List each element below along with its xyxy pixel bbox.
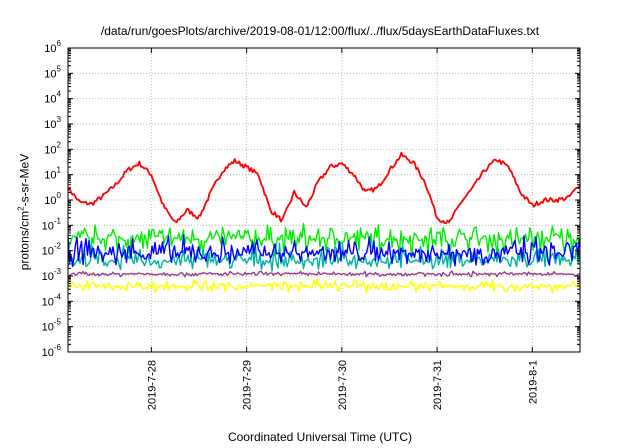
axis-ticks: 10-6 10-5 10-4 10-3 10-2 10-1 100 101 102 103 104 1…	[42, 39, 580, 410]
y-tick-label: 105	[44, 64, 61, 80]
y-tick-label: 103	[44, 115, 61, 131]
y-tick-label: 10-5	[42, 318, 62, 334]
x-tick-label: 2019-8-1	[527, 360, 539, 404]
series-line	[67, 278, 581, 294]
x-axis-label: Coordinated Universal Time (UTC)	[227, 430, 413, 444]
x-tick-label: 2019-7-29	[242, 360, 254, 410]
series-line	[67, 151, 581, 224]
y-tick-label: 10-2	[42, 242, 62, 258]
series-line	[67, 270, 580, 278]
y-axis-label: protons/cm2-s-sr-MeV	[16, 153, 32, 271]
x-tick-label: 2019-7-28	[146, 360, 158, 410]
series-line	[67, 242, 581, 272]
x-tick-label: 2019-7-30	[337, 360, 349, 410]
y-tick-label: 10-3	[42, 267, 62, 283]
chart-title: /data/run/goesPlots/archive/2019-08-01/1…	[100, 24, 540, 38]
gridlines	[68, 48, 580, 352]
y-tick-label: 10-6	[42, 343, 62, 359]
y-tick-label: 102	[44, 140, 61, 156]
series-line	[67, 222, 581, 259]
x-tick-label: 2019-7-31	[432, 360, 444, 410]
y-tick-label: 101	[44, 166, 61, 182]
series-line	[67, 234, 581, 268]
y-tick-label: 10-4	[42, 292, 62, 308]
y-tick-label: 10-1	[42, 216, 62, 232]
series-lines	[67, 151, 581, 294]
y-tick-label: 106	[44, 39, 61, 55]
y-tick-label: 104	[44, 90, 61, 106]
y-tick-label: 100	[44, 191, 61, 207]
